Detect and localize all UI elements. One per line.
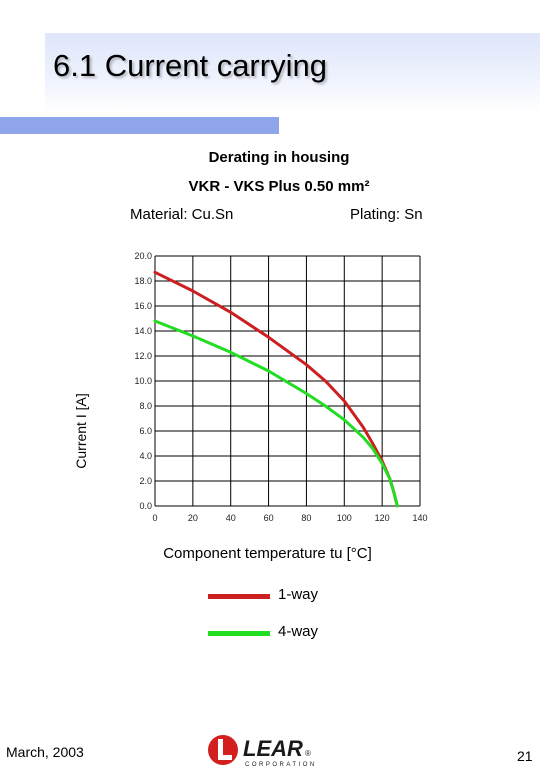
y-tick-label-9: 18.0 bbox=[134, 276, 152, 286]
x-tick-label-6: 120 bbox=[375, 513, 390, 523]
slide-title: 6.1 Current carrying bbox=[53, 48, 327, 83]
legend-label-4way: 4-way bbox=[278, 623, 319, 640]
x-tick-label-1: 20 bbox=[188, 513, 198, 523]
chart-subtitle: VKR - VKS Plus 0.50 mm² bbox=[188, 178, 370, 195]
x-tick-label-3: 60 bbox=[264, 513, 274, 523]
y-tick-label-7: 14.0 bbox=[134, 326, 152, 336]
svg-text:®: ® bbox=[305, 749, 311, 758]
plating-label: Plating: Sn bbox=[350, 206, 423, 223]
y-tick-label-4: 8.0 bbox=[139, 401, 152, 411]
accent-bar bbox=[0, 117, 279, 134]
legend-swatch-4way bbox=[208, 631, 270, 636]
y-tick-label-2: 4.0 bbox=[139, 451, 152, 461]
y-tick-label-10: 20.0 bbox=[134, 251, 152, 261]
x-tick-label-0: 0 bbox=[152, 513, 157, 523]
x-tick-label-5: 100 bbox=[337, 513, 352, 523]
title-band bbox=[45, 33, 540, 113]
x-tick-label-4: 80 bbox=[301, 513, 311, 523]
series-line-1 bbox=[153, 319, 399, 508]
y-axis-label: Current I [A] bbox=[73, 393, 89, 468]
x-tick-label-2: 40 bbox=[226, 513, 236, 523]
y-tick-label-1: 2.0 bbox=[139, 476, 152, 486]
chart-title: Derating in housing bbox=[208, 149, 350, 166]
svg-text:CORPORATION: CORPORATION bbox=[245, 762, 317, 768]
x-axis-label: Component temperature tu [°C] bbox=[163, 545, 372, 562]
y-tick-label-5: 10.0 bbox=[134, 376, 152, 386]
page-number: 21 bbox=[517, 748, 533, 764]
footer-date: March, 2003 bbox=[6, 744, 84, 760]
y-tick-label-0: 0.0 bbox=[139, 501, 152, 511]
series-line-0 bbox=[153, 270, 399, 508]
lear-logo: LEAR ® CORPORATION bbox=[208, 735, 317, 768]
derating-chart: 0.0 2.0 4.0 6.0 8.0 10.0 12.0 14.0 16.0 18.0 20.0 0… bbox=[73, 251, 428, 562]
y-tick-label-3: 6.0 bbox=[139, 426, 152, 436]
legend-label-1way: 1-way bbox=[278, 586, 319, 603]
y-tick-label-8: 16.0 bbox=[134, 301, 152, 311]
legend-swatch-1way bbox=[208, 594, 270, 599]
material-label: Material: Cu.Sn bbox=[130, 206, 234, 223]
svg-text:LEAR: LEAR bbox=[243, 736, 303, 761]
x-tick-label-7: 140 bbox=[412, 513, 427, 523]
y-tick-label-6: 12.0 bbox=[134, 351, 152, 361]
